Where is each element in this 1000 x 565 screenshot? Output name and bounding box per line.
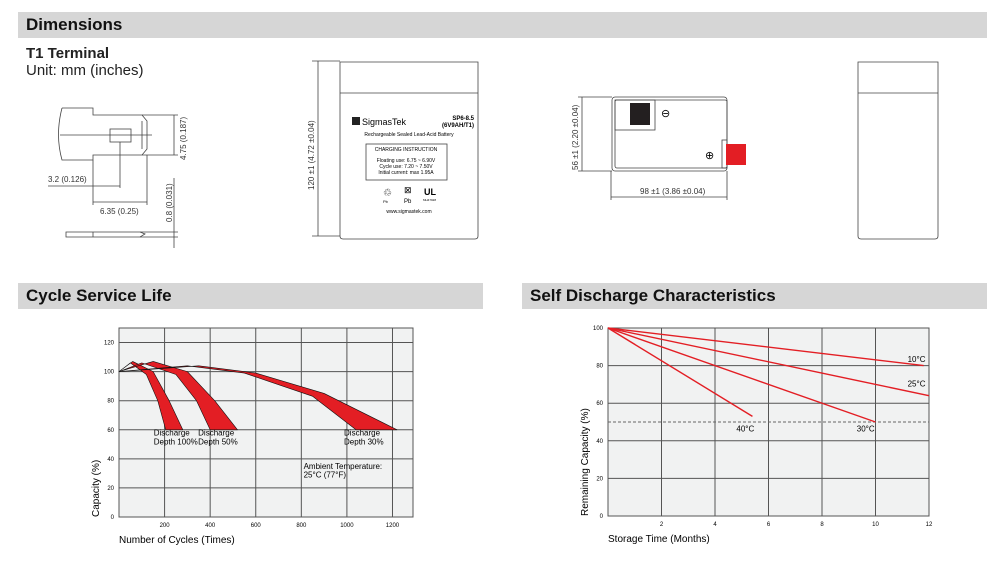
annotation-text: Ambient Temperature: <box>304 462 383 471</box>
y-tick-label: 0 <box>111 515 115 521</box>
x-tick-label: 1000 <box>340 523 354 529</box>
series-label: 10°C <box>908 355 926 364</box>
dimensions-header: Dimensions <box>18 12 987 38</box>
svg-text:Cycle use: 7.20 ~ 7.50V: Cycle use: 7.20 ~ 7.50V <box>379 164 433 170</box>
svg-text:(6V9AH/T1): (6V9AH/T1) <box>442 123 474 129</box>
y-tick-label: 20 <box>107 486 114 492</box>
x-tick-label: 600 <box>251 523 262 529</box>
x-tick-label: 12 <box>926 522 933 528</box>
x-tick-label: 8 <box>820 522 824 528</box>
svg-text:SigmasTek: SigmasTek <box>362 117 407 127</box>
series-label: 30°C <box>857 424 875 433</box>
x-tick-label: 2 <box>660 522 664 528</box>
dim-terminal-height: 4.75 (0.187) <box>179 117 188 160</box>
unit-label: Unit: mm (inches) <box>26 62 144 79</box>
capacity-band <box>118 365 398 431</box>
series-label: Discharge <box>198 429 235 438</box>
svg-text:SP6-8.5: SP6-8.5 <box>452 116 474 122</box>
self-discharge-chart: 2 4 6 8 10 12 0 20 40 60 80 100 Storage Time (Months… <box>580 326 933 545</box>
x-tick-label: 10 <box>872 522 879 528</box>
svg-text:CHARGING INSTRUCTION: CHARGING INSTRUCTION <box>375 147 438 153</box>
y-tick-label: 60 <box>596 401 603 407</box>
capacity-band <box>118 361 184 431</box>
self-discharge-header: Self Discharge Characteristics <box>522 283 987 309</box>
series-label: 40°C <box>736 424 754 433</box>
discharge-line <box>607 327 924 367</box>
svg-text:Rechargeable Sealed Lead-Acid: Rechargeable Sealed Lead-Acid Battery <box>364 132 454 138</box>
series-label: Depth 50% <box>198 437 238 446</box>
series-label: 25°C <box>908 379 926 388</box>
battery-label: SigmasTek SP6-8.5 (6V9AH/T1) Rechargeabl… <box>352 116 475 215</box>
y-tick-label: 40 <box>107 457 114 463</box>
x-tick-label: 4 <box>713 522 717 528</box>
y-tick-label: 0 <box>600 514 604 520</box>
y-tick-label: 80 <box>596 364 603 370</box>
y-tick-label: 120 <box>104 341 115 347</box>
svg-text:MH47928: MH47928 <box>423 198 436 202</box>
negative-terminal-icon: ⊖ <box>661 108 670 120</box>
dim-terminal-length: 6.35 (0.25) <box>100 207 139 216</box>
svg-text:Initial current: max 1.95A: Initial current: max 1.95A <box>378 170 434 176</box>
dim-length: 98 ±1 (3.86 ±0.04) <box>640 187 706 196</box>
dim-terminal-hole: 3.2 (0.126) <box>48 175 87 184</box>
series-label: Depth 100% <box>154 437 198 446</box>
annotation-text: 25°C (77°F) <box>304 471 347 480</box>
cycle-life-chart: 200 400 600 800 1000 1200 0 20 40 60 80 100 120 Numbe… <box>91 327 414 546</box>
ul-icon: UL <box>424 187 436 197</box>
y-tick-label: 100 <box>593 326 604 332</box>
svg-text:Floating use: 6.75 ~ 6.90V: Floating use: 6.75 ~ 6.90V <box>377 158 436 164</box>
y-axis-label: Capacity (%) <box>91 460 102 517</box>
svg-text:www.sigmastek.com: www.sigmastek.com <box>386 209 431 215</box>
series-label: Discharge <box>344 429 381 438</box>
dim-height: 120 ±1 (4.72 ±0.04) <box>307 120 316 190</box>
positive-terminal-icon: ⊕ <box>705 150 714 162</box>
x-tick-label: 200 <box>160 523 171 529</box>
x-axis-label: Number of Cycles (Times) <box>119 535 235 546</box>
dim-terminal-thickness: 0.8 (0.031) <box>165 183 174 222</box>
y-axis-label: Remaining Capacity (%) <box>580 408 591 516</box>
y-tick-label: 60 <box>107 428 114 434</box>
x-axis-label: Storage Time (Months) <box>608 534 710 545</box>
x-tick-label: 6 <box>767 522 771 528</box>
y-tick-label: 80 <box>107 399 114 405</box>
recycle-icon: ♲ <box>383 188 392 199</box>
series-label: Discharge <box>154 429 191 438</box>
y-tick-label: 40 <box>596 439 603 445</box>
terminal-drawing: ⊖ ⊕ 4.75 (0.187) 3.2 (0.126) 6.35 (0.25)… <box>48 60 939 248</box>
x-tick-label: 400 <box>205 523 216 529</box>
x-tick-label: 800 <box>296 523 307 529</box>
dim-width: 56 ±1 (2.20 ±0.04) <box>571 104 580 170</box>
svg-text:Pb: Pb <box>404 199 412 205</box>
y-tick-label: 100 <box>104 370 115 376</box>
y-tick-label: 20 <box>596 476 603 482</box>
terminal-title: T1 Terminal <box>26 45 110 62</box>
x-tick-label: 1200 <box>386 523 400 529</box>
bin-icon: ⊠ <box>404 185 412 195</box>
discharge-line <box>607 327 753 417</box>
discharge-line <box>607 327 930 397</box>
series-label: Depth 30% <box>344 437 384 446</box>
cycle-life-header: Cycle Service Life <box>18 283 483 309</box>
svg-text:Pb: Pb <box>383 199 389 204</box>
discharge-line <box>607 327 876 423</box>
